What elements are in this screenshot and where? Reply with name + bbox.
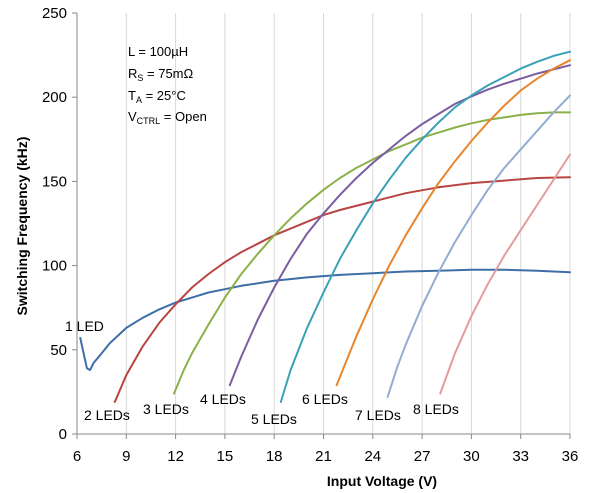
series-line-5 (279, 50, 571, 403)
x-tick-labels: 6 9 12 15 18 21 24 27 30 33 36 (73, 448, 579, 465)
x-tick-label: 12 (167, 448, 184, 465)
annotation-ta: TA = 25°C (128, 88, 186, 105)
label-3-leds: 3 LEDs (143, 401, 189, 417)
label-6-leds: 6 LEDs (302, 391, 348, 407)
x-tick-label: 33 (512, 448, 529, 465)
y-tick-label: 250 (42, 5, 67, 22)
series-lines (79, 50, 571, 403)
y-tick-labels: 0 50 100 150 200 250 (42, 5, 67, 443)
annotation-block: L = 100µH RS = 75mΩ TA = 25°C VCTRL = Op… (128, 44, 207, 126)
y-tick-label: 200 (42, 89, 67, 106)
label-2-leds: 2 LEDs (84, 407, 130, 423)
series-line-6 (335, 59, 571, 387)
series-line-4 (228, 64, 571, 387)
y-tick-label: 0 (59, 426, 67, 443)
x-tick-label: 15 (217, 448, 234, 465)
x-tick-label: 24 (364, 448, 381, 465)
x-tick-label: 30 (463, 448, 480, 465)
label-7-leds: 7 LEDs (355, 407, 401, 423)
label-4-leds: 4 LEDs (200, 391, 246, 407)
annotation-vctrl: VCTRL = Open (128, 109, 207, 126)
y-tick-label: 50 (50, 342, 67, 359)
x-tick-label: 21 (315, 448, 332, 465)
label-5-leds: 5 LEDs (251, 411, 297, 427)
series-line-7 (386, 94, 571, 398)
axes (72, 12, 571, 439)
x-axis-title: Input Voltage (V) (327, 473, 437, 489)
y-tick-label: 100 (42, 258, 67, 275)
series-line-1 (79, 268, 571, 371)
x-tick-label: 36 (562, 448, 579, 465)
x-tick-label: 18 (266, 448, 283, 465)
label-1-led: 1 LED (65, 318, 104, 334)
series-labels: 1 LED 2 LEDs 3 LEDs 4 LEDs 5 LEDs 6 LEDs… (65, 318, 459, 427)
annotation-inductance: L = 100µH (128, 44, 188, 59)
series-line-2 (113, 176, 571, 403)
x-tick-label: 6 (73, 448, 81, 465)
x-tick-label: 27 (414, 448, 431, 465)
y-axis-title: Switching Frequency (kHz) (14, 137, 30, 316)
series-line-3 (173, 111, 571, 395)
annotation-rs: RS = 75mΩ (128, 66, 194, 83)
y-tick-label: 150 (42, 173, 67, 190)
grid (125, 13, 571, 434)
x-tick-label: 9 (122, 448, 130, 465)
label-8-leds: 8 LEDs (413, 401, 459, 417)
series-line-8 (439, 153, 571, 395)
